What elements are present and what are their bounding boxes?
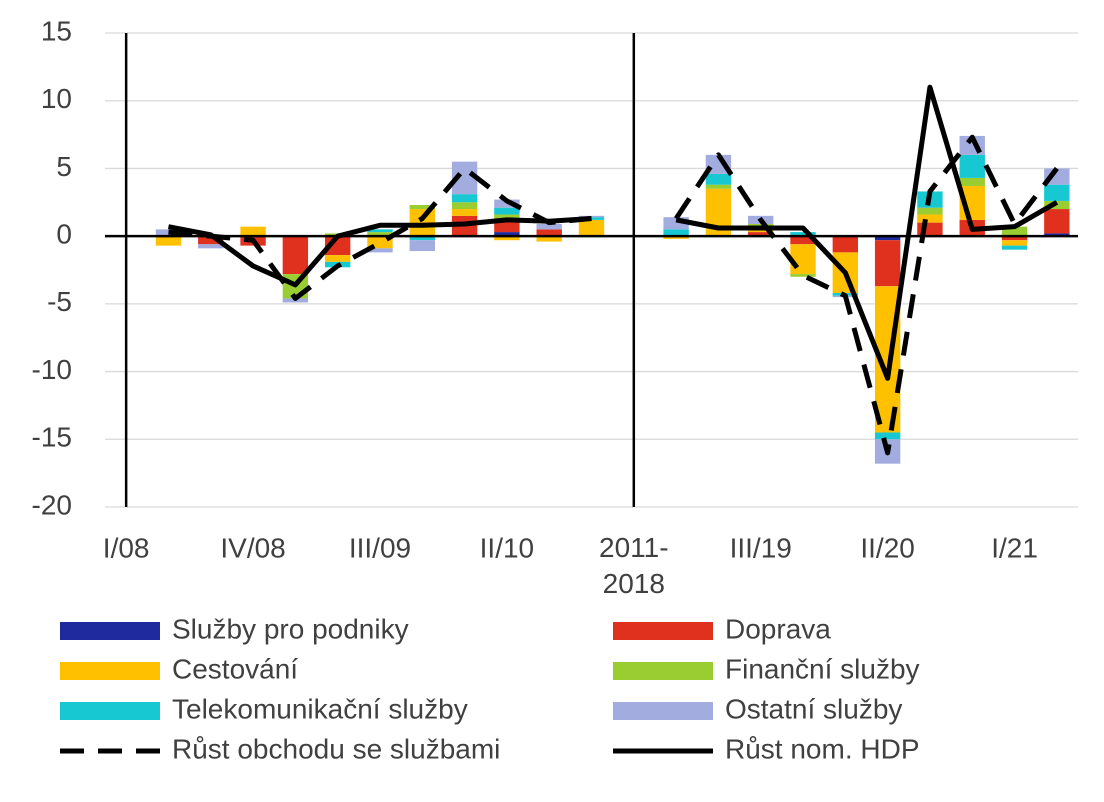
bar-segment	[409, 236, 435, 241]
legend-swatch	[60, 662, 160, 680]
bar-segment	[536, 223, 562, 230]
bar-segment	[959, 177, 985, 187]
legend-swatch	[60, 622, 160, 640]
x-tick-label: I/08	[103, 532, 150, 563]
bar-segment	[790, 236, 816, 245]
bar-segment	[832, 236, 859, 253]
bar-segment	[1001, 245, 1028, 250]
legend-label: Služby pro podniky	[172, 613, 409, 644]
y-tick-label: 15	[41, 15, 72, 46]
bar-segment	[494, 232, 520, 237]
line-series	[675, 84, 1059, 381]
bar-segment	[409, 240, 435, 252]
bar-segment	[240, 226, 266, 237]
y-tick-label: 0	[56, 219, 72, 250]
x-tick-label: I/21	[991, 532, 1038, 563]
bar-segment	[451, 209, 478, 216]
x-tick-label: II/20	[860, 532, 914, 563]
x-tick-label: III/09	[349, 532, 411, 563]
line-series	[167, 216, 592, 288]
y-tick-label: 10	[41, 83, 72, 114]
legend-swatch	[613, 622, 713, 640]
bar-segment	[917, 207, 943, 215]
bar-segment	[748, 232, 774, 237]
bar-segment	[705, 173, 732, 185]
bar-segment	[874, 240, 901, 287]
bar-segment	[451, 202, 478, 210]
x-tick-label: IV/08	[220, 532, 285, 563]
bar-segment	[1044, 209, 1070, 234]
bar-segment	[198, 244, 224, 249]
y-tick-label: -15	[32, 422, 72, 453]
y-tick-label: -5	[47, 286, 72, 317]
legend-swatch	[60, 702, 160, 720]
bar-segment	[874, 236, 901, 241]
bar-segment	[663, 236, 689, 239]
bar-segment	[324, 255, 351, 262]
bar-segment	[1001, 240, 1028, 246]
bar-segment	[874, 432, 901, 440]
x-tick-label: II/10	[480, 532, 534, 563]
legend-label: Doprava	[725, 613, 831, 644]
bar-segment	[494, 207, 520, 215]
bar-segment	[367, 229, 393, 233]
x-tick-label: III/19	[730, 532, 792, 563]
line-series	[674, 134, 1059, 456]
bar-segment	[494, 236, 520, 241]
bar-segment	[494, 221, 520, 233]
y-tick-label: 5	[56, 151, 72, 182]
bar-segment	[578, 219, 605, 237]
bar-segment	[790, 274, 816, 277]
y-tick-label: -10	[32, 354, 72, 385]
legend-label: Růst obchodu se službami	[172, 733, 500, 764]
y-tick-label: -20	[32, 489, 72, 520]
bar-segment	[451, 194, 478, 203]
x-tick-label: 2011-2018	[599, 532, 669, 599]
bar-segment	[1044, 184, 1070, 201]
legend-label: Růst nom. HDP	[725, 733, 920, 764]
legend-swatch	[613, 662, 713, 680]
bar-segment	[1044, 233, 1070, 237]
legend-label: Ostatní služby	[725, 693, 902, 724]
bar-segment	[1001, 226, 1028, 237]
bar-segment	[536, 236, 562, 242]
bar-segment	[409, 204, 435, 210]
legend-swatch	[613, 702, 713, 720]
bar-segment	[917, 214, 943, 223]
bar-segment	[663, 229, 689, 237]
bar-segment	[1001, 236, 1028, 241]
bar-segment	[367, 248, 393, 253]
bar-segment	[959, 154, 985, 178]
bar-segment	[155, 236, 182, 246]
bar-segment	[198, 236, 224, 245]
legend-label: Finanční služby	[725, 653, 920, 684]
bar-segment	[282, 236, 309, 275]
bar-segment	[536, 229, 562, 237]
bar-segment	[367, 232, 393, 237]
legend-label: Cestování	[172, 653, 298, 684]
bar-segment	[790, 232, 816, 237]
legend-label: Telekomunikační služby	[172, 693, 468, 724]
bar-segment	[790, 244, 816, 275]
bar-segment	[705, 184, 732, 189]
bar-segment	[578, 215, 605, 218]
